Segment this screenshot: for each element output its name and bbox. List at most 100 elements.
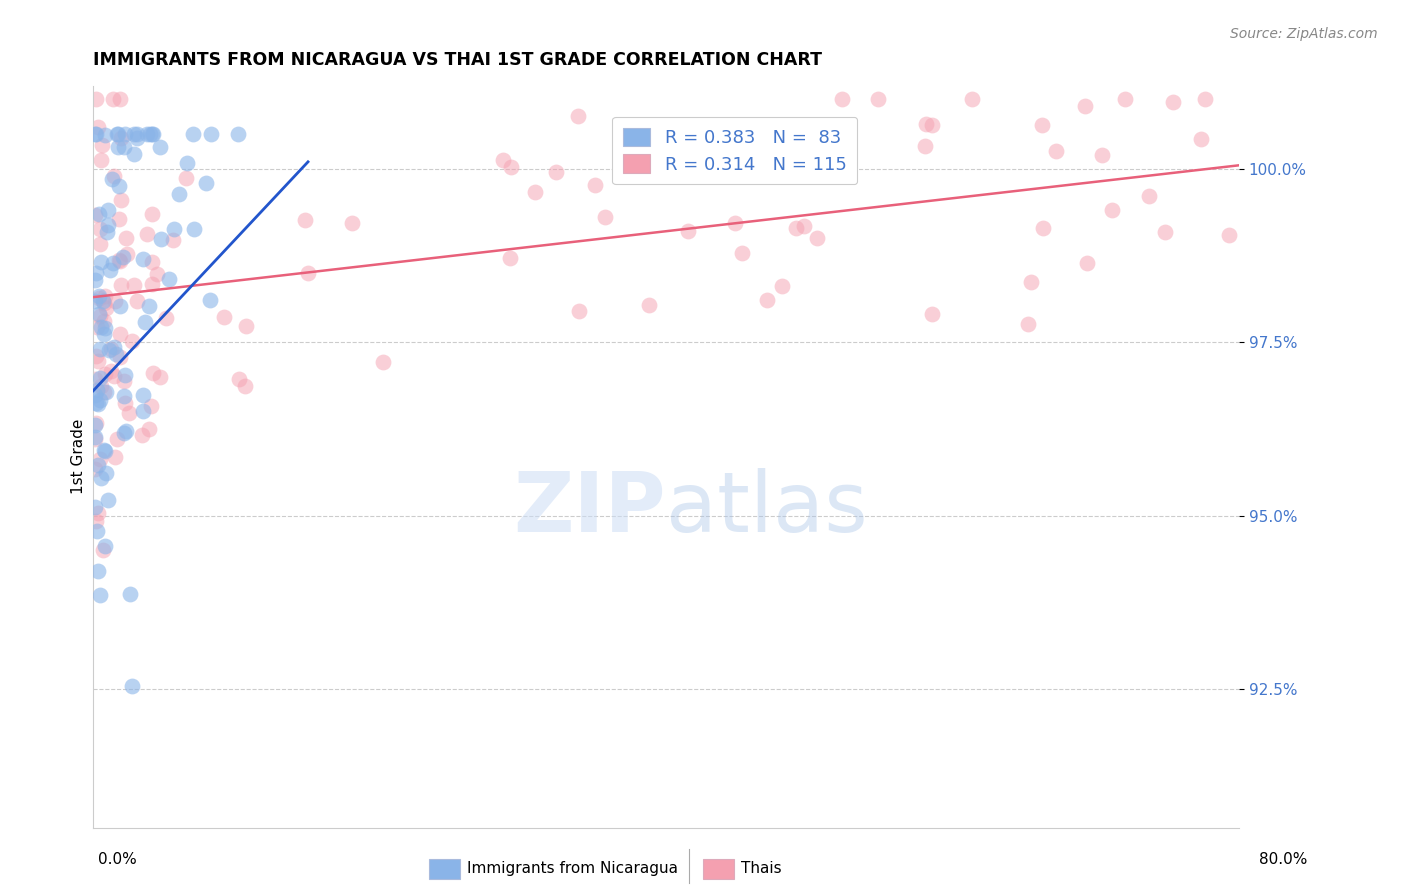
Point	[83, 208, 105, 222]
Point	[90, 137, 112, 152]
Point	[90, 319, 112, 334]
Point	[87, 564, 110, 578]
Point	[233, 379, 256, 393]
Point	[86, 397, 108, 411]
Point	[83, 127, 105, 141]
Point	[1189, 132, 1212, 146]
Point	[1091, 148, 1114, 162]
Point	[89, 371, 111, 385]
Point	[97, 219, 120, 233]
Point	[91, 293, 114, 308]
Point	[94, 128, 117, 142]
Point	[831, 92, 853, 106]
Point	[714, 165, 737, 179]
Point	[101, 92, 124, 106]
Point	[86, 383, 108, 397]
Point	[122, 278, 145, 293]
Point	[112, 374, 135, 388]
Point	[195, 176, 218, 190]
Point	[103, 169, 125, 184]
Point	[125, 131, 148, 145]
Point	[866, 92, 889, 106]
Point	[121, 679, 143, 693]
Point	[94, 368, 117, 382]
Point	[103, 369, 125, 384]
Point	[105, 432, 128, 446]
Point	[94, 301, 117, 316]
Point	[136, 127, 159, 141]
Point	[149, 370, 172, 384]
Point	[297, 266, 319, 280]
Point	[105, 347, 128, 361]
Point	[97, 343, 120, 357]
Point	[83, 293, 105, 308]
Point	[915, 117, 938, 131]
Point	[115, 425, 138, 439]
Point	[132, 404, 155, 418]
Point	[139, 399, 162, 413]
Point	[90, 471, 112, 485]
Point	[94, 466, 117, 480]
Point	[162, 222, 184, 236]
Point	[107, 127, 129, 141]
Y-axis label: 1st Grade: 1st Grade	[72, 419, 86, 494]
Point	[94, 289, 117, 303]
Point	[1032, 221, 1054, 235]
Point	[1074, 99, 1097, 113]
Point	[183, 222, 205, 236]
Point	[83, 273, 105, 287]
Point	[108, 211, 131, 226]
Point	[84, 514, 107, 528]
Point	[1218, 227, 1240, 242]
Point	[87, 120, 110, 134]
Point	[94, 539, 117, 553]
Point	[97, 493, 120, 508]
Point	[1161, 95, 1184, 110]
Point	[499, 251, 522, 265]
Point	[1194, 92, 1216, 106]
Point	[162, 233, 184, 247]
Point	[1101, 202, 1123, 217]
Point	[523, 185, 546, 199]
Point	[371, 355, 394, 369]
Point	[731, 246, 754, 260]
Point	[921, 118, 943, 132]
Point	[131, 252, 153, 267]
Point	[96, 226, 118, 240]
Point	[101, 172, 124, 186]
Point	[167, 187, 190, 202]
Point	[157, 272, 180, 286]
Point	[104, 450, 127, 464]
Point	[93, 314, 115, 328]
Point	[108, 350, 131, 364]
Point	[93, 320, 115, 334]
Point	[121, 334, 143, 348]
Point	[501, 160, 523, 174]
Point	[176, 156, 198, 170]
Point	[1139, 189, 1161, 203]
Point	[110, 277, 132, 292]
Point	[112, 139, 135, 153]
Point	[108, 299, 131, 313]
Point	[94, 444, 117, 458]
Point	[108, 92, 131, 106]
Point	[593, 210, 616, 224]
Point	[117, 406, 139, 420]
Point	[141, 277, 163, 292]
Point	[86, 524, 108, 538]
Point	[91, 543, 114, 558]
Point	[83, 417, 105, 432]
Point	[342, 215, 364, 229]
Point	[124, 127, 146, 141]
Point	[568, 303, 591, 318]
Point	[235, 318, 257, 333]
Point	[136, 227, 159, 241]
Point	[84, 349, 107, 363]
Point	[960, 92, 983, 106]
Point	[110, 254, 132, 268]
Point	[134, 315, 156, 329]
Point	[86, 353, 108, 368]
Point	[89, 237, 111, 252]
Text: Source: ZipAtlas.com: Source: ZipAtlas.com	[1230, 27, 1378, 41]
Text: Thais: Thais	[741, 862, 782, 876]
